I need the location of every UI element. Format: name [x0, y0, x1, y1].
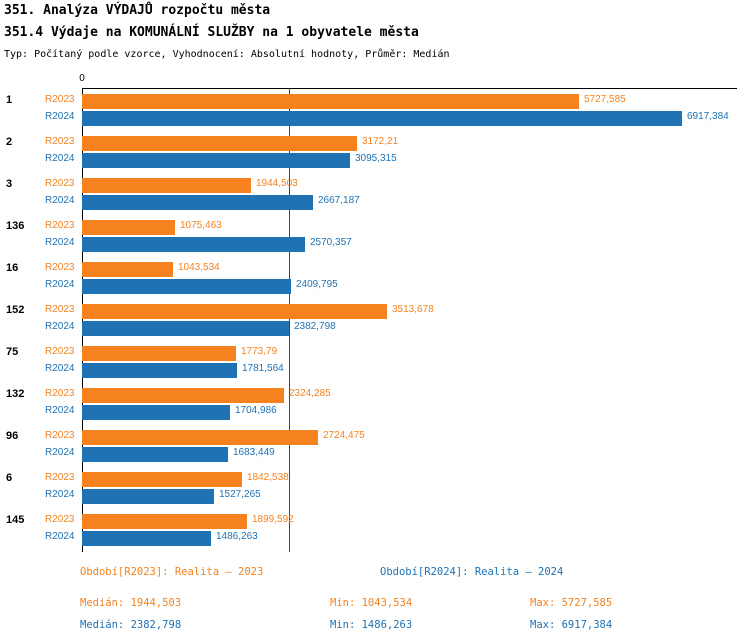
- bar-value-label: 1683,449: [233, 447, 275, 458]
- bar-value-label: 1944,503: [256, 178, 298, 189]
- stat-min-r2023: Min: 1043,534: [330, 597, 413, 609]
- stat-min-r2024: Min: 1486,263: [330, 619, 413, 631]
- bar-value-label: 2382,798: [294, 321, 336, 332]
- x-axis-zero-label: 0: [79, 73, 85, 84]
- report-title: 351. Analýza VÝDAJŮ rozpočtu města: [4, 3, 271, 18]
- bar-r2024: [82, 447, 228, 462]
- rank-label: 132: [6, 388, 25, 400]
- stat-median-r2024: Medián: 2382,798: [80, 619, 182, 631]
- series-label-r2024: R2024: [45, 111, 75, 122]
- series-label-r2023: R2023: [45, 514, 75, 525]
- x-axis-line: [82, 88, 737, 89]
- bar-value-label: 1704,986: [235, 405, 277, 416]
- bar-r2023: [82, 262, 173, 277]
- bar-r2023: [82, 388, 284, 403]
- bar-r2023: [82, 178, 251, 193]
- series-label-r2023: R2023: [45, 220, 75, 231]
- rank-label: 6: [6, 472, 13, 484]
- rank-label: 1: [6, 94, 13, 106]
- y-axis-line: [82, 88, 83, 552]
- bar-r2024: [82, 363, 237, 378]
- bar-r2023: [82, 304, 387, 319]
- bar-r2023: [82, 220, 175, 235]
- series-label-r2024: R2024: [45, 447, 75, 458]
- bar-value-label: 1527,265: [219, 489, 261, 500]
- rank-label: 3: [6, 178, 13, 190]
- series-label-r2023: R2023: [45, 136, 75, 147]
- bar-value-label: 2409,795: [296, 279, 338, 290]
- report-meta: Typ: Počítaný podle vzorce, Vyhodnocení:…: [4, 49, 450, 60]
- bar-value-label: 3172,21: [362, 136, 399, 147]
- bar-r2023: [82, 472, 242, 487]
- report-subtitle: 351.4 Výdaje na KOMUNÁLNÍ SLUŽBY na 1 ob…: [4, 25, 419, 40]
- bar-value-label: 2324,285: [289, 388, 331, 399]
- bar-value-label: 1842,538: [247, 472, 289, 483]
- bar-r2024: [82, 195, 313, 210]
- series-label-r2023: R2023: [45, 262, 75, 273]
- bar-r2024: [82, 153, 350, 168]
- series-label-r2024: R2024: [45, 363, 75, 374]
- bar-r2024: [82, 279, 291, 294]
- bar-r2024: [82, 489, 214, 504]
- rank-label: 75: [6, 346, 19, 358]
- series-label-r2024: R2024: [45, 279, 75, 290]
- series-label-r2024: R2024: [45, 489, 75, 500]
- median-line: [289, 88, 290, 552]
- bar-value-label: 3513,678: [392, 304, 434, 315]
- bar-r2023: [82, 94, 579, 109]
- stat-max-r2024: Max: 6917,384: [530, 619, 613, 631]
- legend-r2024: Období[R2024]: Realita – 2024: [380, 566, 564, 578]
- bar-r2023: [82, 346, 236, 361]
- bar-r2024: [82, 321, 289, 336]
- bar-r2024: [82, 111, 682, 126]
- series-label-r2024: R2024: [45, 531, 75, 542]
- bar-value-label: 2570,357: [310, 237, 352, 248]
- rank-label: 16: [6, 262, 19, 274]
- rank-label: 2: [6, 136, 13, 148]
- bar-r2023: [82, 514, 247, 529]
- series-label-r2023: R2023: [45, 178, 75, 189]
- bar-r2024: [82, 237, 305, 252]
- bar-r2023: [82, 136, 357, 151]
- bar-value-label: 1781,564: [242, 363, 284, 374]
- bar-value-label: 6917,384: [687, 111, 729, 122]
- bar-r2024: [82, 405, 230, 420]
- series-label-r2024: R2024: [45, 405, 75, 416]
- bar-r2024: [82, 531, 211, 546]
- rank-label: 136: [6, 220, 25, 232]
- series-label-r2023: R2023: [45, 472, 75, 483]
- bar-value-label: 1075,463: [180, 220, 222, 231]
- bar-value-label: 5727,585: [584, 94, 626, 105]
- bar-value-label: 2667,187: [318, 195, 360, 206]
- bar-value-label: 1773,79: [241, 346, 278, 357]
- bar-value-label: 1043,534: [178, 262, 220, 273]
- series-label-r2024: R2024: [45, 321, 75, 332]
- series-label-r2024: R2024: [45, 153, 75, 164]
- series-label-r2024: R2024: [45, 237, 75, 248]
- series-label-r2023: R2023: [45, 94, 75, 105]
- series-label-r2023: R2023: [45, 388, 75, 399]
- stat-median-r2023: Medián: 1944,503: [80, 597, 182, 609]
- bar-value-label: 1486,263: [216, 531, 258, 542]
- rank-label: 152: [6, 304, 25, 316]
- legend-r2023: Období[R2023]: Realita – 2023: [80, 566, 264, 578]
- bar-value-label: 3095,315: [355, 153, 397, 164]
- bar-r2023: [82, 430, 318, 445]
- bar-value-label: 1899,592: [252, 514, 294, 525]
- series-label-r2023: R2023: [45, 304, 75, 315]
- rank-label: 145: [6, 514, 25, 526]
- series-label-r2023: R2023: [45, 430, 75, 441]
- bar-value-label: 2724,475: [323, 430, 365, 441]
- series-label-r2024: R2024: [45, 195, 75, 206]
- series-label-r2023: R2023: [45, 346, 75, 357]
- stat-max-r2023: Max: 5727,585: [530, 597, 613, 609]
- rank-label: 96: [6, 430, 19, 442]
